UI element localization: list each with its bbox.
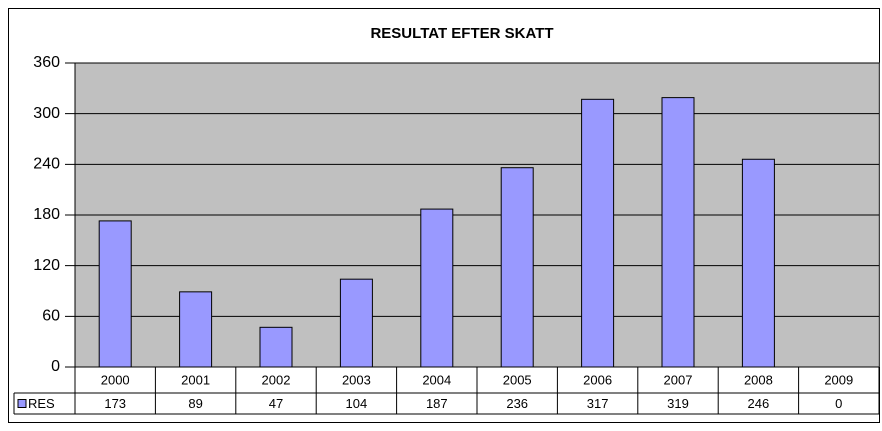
data-table-value: 47 (269, 396, 283, 411)
chart-title: RESULTAT EFTER SKATT (370, 25, 553, 42)
y-tick-label: 180 (33, 206, 60, 223)
x-tick-label: 2008 (744, 372, 773, 387)
data-table-value: 317 (587, 396, 609, 411)
bar (98, 220, 132, 368)
data-table-value: 319 (667, 396, 689, 411)
data-table-value: 173 (104, 396, 126, 411)
y-tick-label: 240 (33, 156, 60, 173)
legend-label: RES (28, 396, 55, 411)
data-table-value: 187 (426, 396, 448, 411)
x-tick-label: 2005 (503, 372, 532, 387)
bar (420, 208, 454, 368)
bar (581, 98, 615, 368)
bar (339, 278, 373, 368)
bar (179, 291, 213, 368)
x-tick-label: 2006 (583, 372, 612, 387)
data-table-value: 236 (506, 396, 528, 411)
y-tick-label: 120 (33, 257, 60, 274)
bar (661, 97, 695, 368)
bar (259, 326, 293, 368)
data-table-value: 104 (346, 396, 368, 411)
data-table-value: 0 (835, 396, 842, 411)
y-tick-label: 300 (33, 105, 60, 122)
bar (500, 167, 534, 368)
x-tick-label: 2000 (101, 372, 130, 387)
y-tick-label: 0 (51, 358, 60, 375)
bar (741, 158, 775, 368)
y-tick-label: 360 (33, 54, 60, 71)
x-tick-label: 2001 (181, 372, 210, 387)
x-tick-label: 2007 (664, 372, 693, 387)
x-tick-label: 2003 (342, 372, 371, 387)
x-tick-label: 2009 (824, 372, 853, 387)
legend-key (17, 399, 27, 408)
data-table-value: 246 (748, 396, 770, 411)
x-tick-label: 2004 (422, 372, 451, 387)
x-tick-label: 2002 (262, 372, 291, 387)
data-table-value: 89 (188, 396, 202, 411)
y-tick-label: 60 (42, 308, 60, 325)
